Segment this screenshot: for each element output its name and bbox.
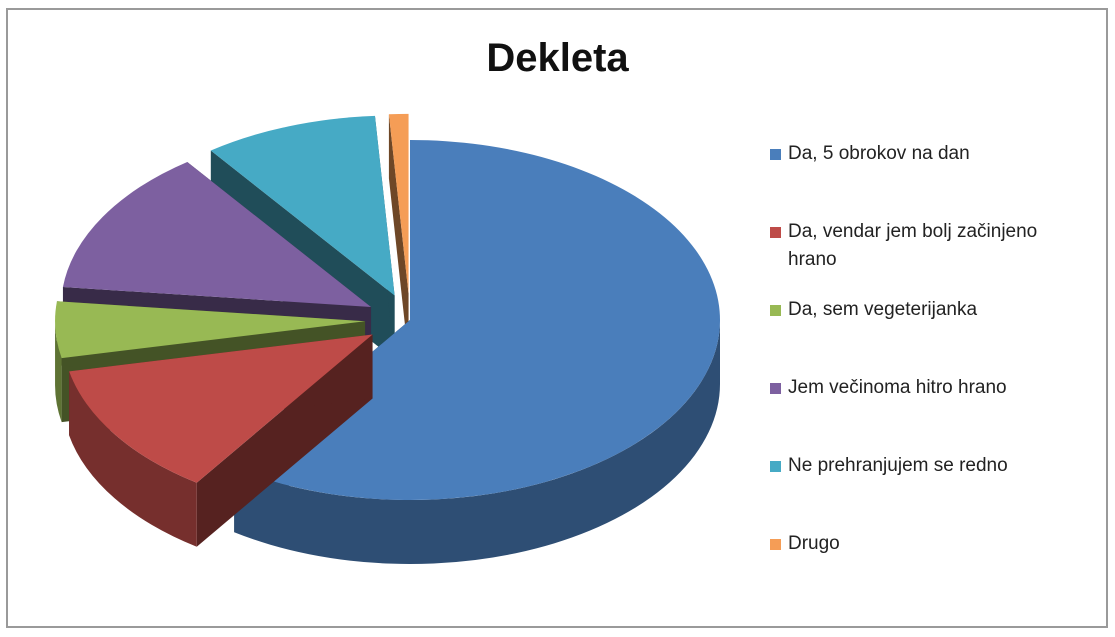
legend-label: Ne prehranjujem se redno: [788, 455, 1008, 476]
pie-slice-5: [388, 113, 409, 358]
legend-swatch: [770, 383, 781, 394]
legend-label: Da, sem vegeterijanka: [788, 299, 978, 320]
legend-item: Drugo: [770, 530, 1090, 558]
legend-swatch: [770, 149, 781, 160]
chart-legend: Da, 5 obrokov na dan Da, vendar jem bolj …: [770, 140, 1090, 558]
legend-label: Da, 5 obrokov na dan: [788, 143, 970, 164]
legend-label: Da, vendar jem bolj začinjeno hrano: [788, 221, 1038, 270]
pie-slice-1: [69, 334, 373, 547]
legend-item: Da, 5 obrokov na dan: [770, 140, 1090, 168]
legend-label: Jem večinoma hitro hrano: [788, 377, 1007, 398]
chart-title: Dekleta: [486, 36, 629, 80]
legend-label: Drugo: [788, 533, 840, 554]
legend-item: Da, sem vegeterijanka: [770, 296, 1090, 324]
legend-swatch: [770, 305, 781, 316]
legend-item: Da, vendar jem bolj začinjeno hrano: [770, 218, 1090, 274]
legend-item: Ne prehranjujem se redno: [770, 452, 1090, 480]
legend-swatch: [770, 539, 781, 550]
legend-item: Jem večinoma hitro hrano: [770, 374, 1090, 402]
legend-swatch: [770, 461, 781, 472]
legend-swatch: [770, 227, 781, 238]
